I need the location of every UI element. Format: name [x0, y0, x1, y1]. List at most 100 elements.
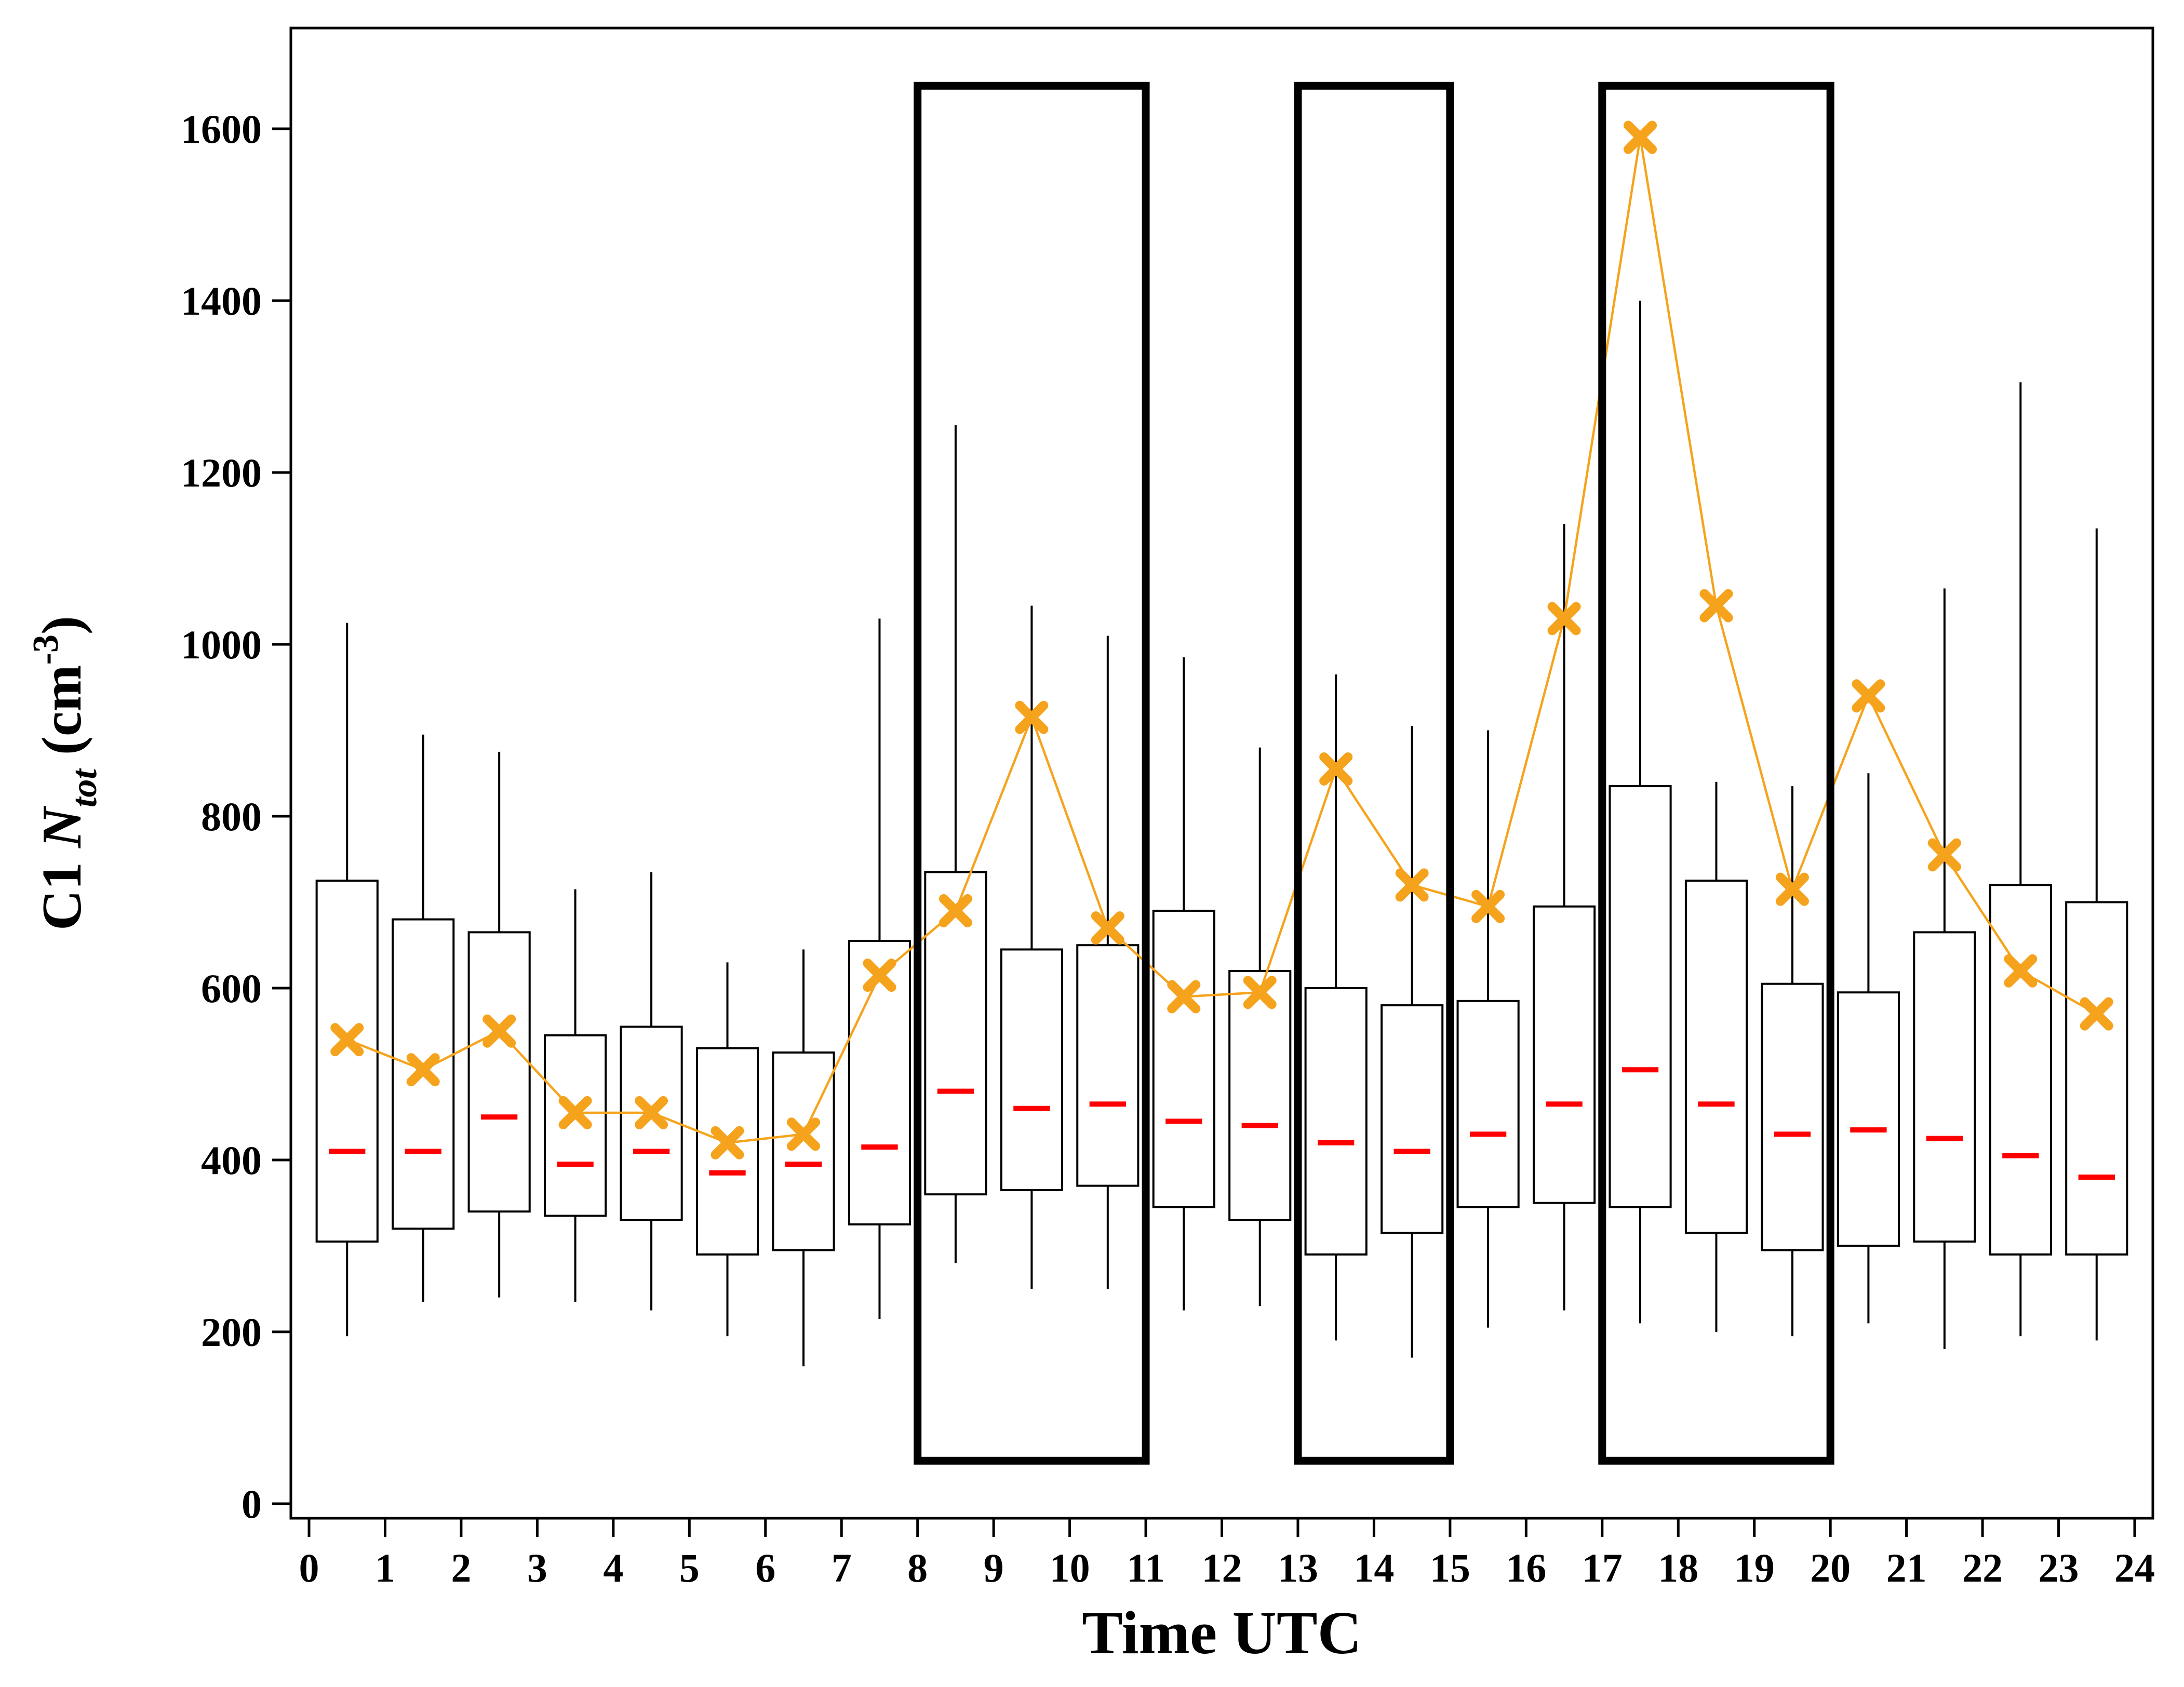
iqr-box	[772, 1051, 835, 1251]
y-axis: 0 200 400 600 800 1000 1200 1400 1600	[181, 106, 291, 1527]
box-hour-8	[924, 425, 987, 1263]
iqr-box	[1761, 982, 1824, 1251]
y-tick-label: 1400	[181, 278, 262, 323]
box-hour-13	[1304, 674, 1368, 1341]
iqr-box	[1381, 1004, 1444, 1234]
iqr-box	[2065, 901, 2128, 1256]
iqr-box	[1152, 910, 1215, 1209]
box-hour-22	[1989, 382, 2052, 1337]
x-tick-label: 17	[1582, 1545, 1623, 1590]
x-tick-label: 11	[1127, 1545, 1165, 1590]
mean-x-marker-4	[635, 1096, 668, 1129]
mean-x-marker-6	[786, 1117, 820, 1151]
mean-x-marker-19	[1775, 872, 1809, 906]
x-tick-label: 9	[984, 1545, 1004, 1590]
mean-x-marker-18	[1699, 589, 1733, 623]
box-hour-23	[2065, 528, 2128, 1341]
mean-x-marker-21	[1927, 838, 1961, 872]
x-tick-label: 24	[2114, 1545, 2155, 1590]
box-hour-4	[620, 872, 683, 1311]
y-tick-label: 1200	[181, 450, 262, 495]
mean-x-marker-13	[1319, 752, 1353, 786]
iqr-box	[924, 871, 987, 1196]
x-tick-label: 8	[907, 1545, 928, 1590]
x-tick-label: 0	[299, 1545, 319, 1590]
iqr-box	[1684, 880, 1748, 1234]
box-hour-20	[1837, 773, 1900, 1324]
highlight-region-1	[1294, 82, 1454, 1465]
iqr-box	[1913, 931, 1976, 1243]
y-tick-label: 200	[201, 1310, 262, 1355]
box-hour-5	[695, 962, 759, 1337]
x-tick-label: 12	[1202, 1545, 1242, 1590]
plot-frame	[289, 26, 2154, 1520]
x-tick-label: 18	[1658, 1545, 1698, 1590]
y-tick-label: 1600	[181, 106, 262, 152]
mean-x-marker-9	[1015, 700, 1049, 734]
mean-x-marker-7	[863, 959, 896, 992]
highlight-regions	[914, 82, 1834, 1465]
box-hour-21	[1913, 588, 1976, 1349]
x-tick-label: 16	[1506, 1545, 1546, 1590]
box-hour-10	[1076, 636, 1140, 1289]
mean-x-marker-23	[2080, 997, 2113, 1031]
x-tick-label: 14	[1354, 1545, 1394, 1590]
iqr-box	[1837, 991, 1900, 1247]
iqr-box	[1989, 884, 2052, 1256]
highlight-region-0	[914, 82, 1150, 1465]
mean-x-marker-17	[1624, 120, 1657, 154]
mean-x-marker-5	[711, 1126, 744, 1159]
mean-x-marker-15	[1471, 889, 1505, 923]
box-hour-12	[1228, 747, 1292, 1306]
x-tick-label: 5	[679, 1545, 700, 1590]
x-tick-label: 1	[375, 1545, 395, 1590]
mean-x-marker-1	[406, 1053, 440, 1087]
x-tick-label: 3	[527, 1545, 547, 1590]
mean-x-marker-20	[1852, 679, 1885, 713]
mean-x-marker-22	[2004, 954, 2038, 988]
x-tick-label: 6	[755, 1545, 775, 1590]
x-axis: 0 1 2 3 4 5 6 7 8 9 10 11 12 13 14 15 16 17 18 19 20 21 22 23 24	[299, 1518, 2155, 1590]
mean-x-marker-16	[1547, 602, 1581, 636]
iqr-box	[1456, 1000, 1520, 1209]
box-hour-14	[1381, 726, 1444, 1358]
mean-markers	[330, 120, 2113, 1159]
box-hour-3	[544, 889, 607, 1302]
mean-x-marker-2	[483, 1014, 516, 1048]
y-tick-label: 600	[201, 966, 262, 1011]
y-tick-label: 0	[242, 1481, 262, 1527]
y-tick-label: 400	[201, 1138, 262, 1183]
x-tick-label: 2	[451, 1545, 471, 1590]
iqr-box	[695, 1047, 759, 1256]
iqr-box	[1076, 944, 1140, 1187]
box-hour-0	[315, 623, 379, 1337]
iqr-box	[1532, 905, 1596, 1204]
mean-x-marker-10	[1091, 911, 1124, 945]
mean-x-marker-0	[330, 1023, 364, 1057]
highlight-region-2	[1598, 82, 1834, 1465]
box-hour-19	[1761, 786, 1824, 1337]
mean-x-marker-8	[939, 894, 972, 928]
x-tick-label: 22	[1962, 1545, 2003, 1590]
iqr-box	[467, 931, 531, 1213]
y-tick-label: 1000	[181, 622, 262, 667]
iqr-box	[315, 880, 379, 1243]
iqr-box	[544, 1034, 607, 1217]
x-axis-title: Time UTC	[1082, 1599, 1362, 1667]
x-tick-label: 20	[1810, 1545, 1851, 1590]
iqr-box	[1609, 785, 1672, 1209]
boxplot-figure: 0 1 2 3 4 5 6 7 8 9 10 11 12 13 14 15 16 17 18 19 20 21 22 23 24…	[21, 8, 2184, 1679]
chart-svg: 0 1 2 3 4 5 6 7 8 9 10 11 12 13 14 15 16 17 18 19 20 21 22 23 24…	[26, 26, 2155, 1667]
box-hour-16	[1532, 524, 1596, 1311]
iqr-box	[1228, 969, 1292, 1221]
mean-x-marker-12	[1243, 976, 1277, 1009]
y-tick-label: 800	[201, 794, 262, 839]
box-hour-2	[467, 751, 531, 1298]
y-axis-title: C1 Ntot (cm-3)	[26, 616, 104, 930]
x-tick-label: 10	[1050, 1545, 1090, 1590]
boxes	[315, 301, 2128, 1367]
box-hour-6	[772, 949, 835, 1367]
box-hour-11	[1152, 657, 1215, 1311]
box-hour-15	[1456, 730, 1520, 1328]
iqr-box	[848, 939, 912, 1226]
